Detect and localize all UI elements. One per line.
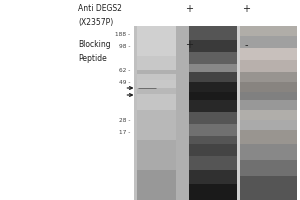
Text: 49 -: 49 - (119, 80, 130, 86)
Text: 188 -: 188 - (116, 32, 130, 38)
Text: (X2357P): (X2357P) (78, 18, 113, 27)
Text: Peptide: Peptide (78, 54, 107, 63)
Bar (136, 56, 176, 70)
Text: Blocking: Blocking (78, 40, 111, 49)
Bar (189, 124, 237, 136)
Bar (240, 100, 297, 110)
Bar (240, 130, 297, 144)
Bar (136, 74, 176, 80)
Text: +: + (242, 4, 250, 14)
Bar (237, 26, 240, 200)
Bar (240, 26, 297, 36)
Text: Anti DEGS2: Anti DEGS2 (78, 4, 122, 13)
Bar (189, 156, 237, 170)
Bar (189, 144, 237, 156)
Bar (189, 26, 237, 40)
Bar (136, 94, 176, 110)
Bar (189, 100, 237, 112)
Bar (240, 92, 297, 100)
Bar (240, 48, 297, 60)
Bar (136, 110, 176, 140)
Bar (189, 26, 237, 200)
Bar (176, 26, 189, 200)
Text: +: + (185, 40, 193, 50)
Bar (136, 26, 176, 56)
Bar (136, 26, 176, 200)
Bar (189, 82, 237, 92)
Bar (189, 92, 237, 100)
Bar (136, 88, 176, 94)
Bar (240, 60, 297, 72)
Bar (134, 26, 297, 200)
Bar (189, 40, 237, 52)
Bar (189, 184, 237, 200)
Bar (240, 176, 297, 200)
Bar (136, 70, 176, 74)
Text: 62 -: 62 - (119, 68, 130, 73)
Bar (240, 36, 297, 48)
Bar (136, 80, 176, 88)
Text: +: + (185, 4, 193, 14)
Bar (189, 64, 237, 72)
Bar (189, 72, 237, 82)
Bar (189, 52, 237, 64)
Bar (240, 120, 297, 130)
Bar (240, 160, 297, 176)
Bar (189, 170, 237, 184)
Bar (240, 26, 297, 200)
Bar (136, 140, 176, 170)
Bar (189, 136, 237, 144)
Bar (189, 112, 237, 124)
Text: 17 -: 17 - (119, 130, 130, 136)
Bar (240, 110, 297, 120)
Text: 28 -: 28 - (119, 118, 130, 123)
Text: -: - (244, 40, 248, 50)
Bar (240, 72, 297, 82)
Text: 98 -: 98 - (119, 45, 130, 49)
Bar (240, 82, 297, 92)
Bar (240, 144, 297, 160)
Bar (136, 170, 176, 200)
